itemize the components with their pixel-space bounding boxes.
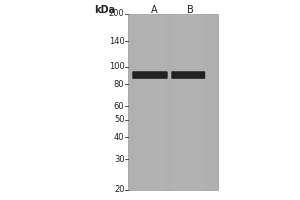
Text: 30: 30 — [114, 155, 124, 164]
Text: kDa: kDa — [94, 5, 116, 15]
Text: 200: 200 — [109, 9, 124, 19]
Text: 20: 20 — [114, 186, 124, 194]
Text: 140: 140 — [109, 37, 124, 46]
Text: A: A — [151, 5, 158, 15]
Bar — [173, 14, 203, 190]
Text: B: B — [187, 5, 194, 15]
Text: 50: 50 — [114, 115, 124, 124]
Text: 40: 40 — [114, 133, 124, 142]
Bar — [128, 14, 218, 190]
Text: 100: 100 — [109, 62, 124, 71]
Text: 80: 80 — [114, 80, 124, 89]
FancyBboxPatch shape — [132, 71, 168, 79]
Bar — [135, 14, 165, 190]
FancyBboxPatch shape — [171, 71, 205, 79]
Text: 60: 60 — [114, 102, 124, 111]
